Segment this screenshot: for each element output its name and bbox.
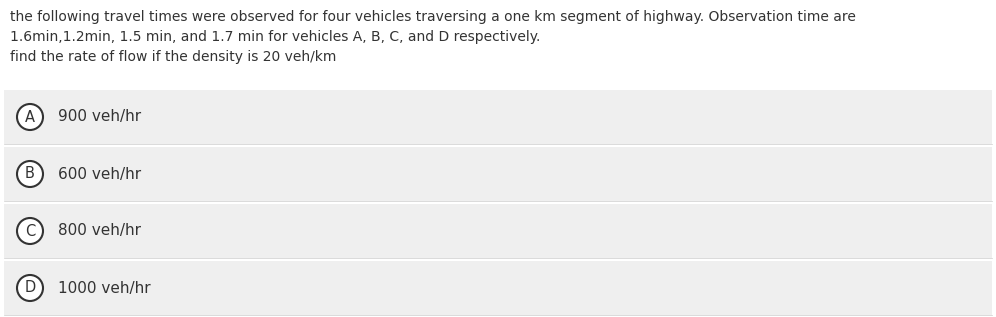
Text: 600 veh/hr: 600 veh/hr	[58, 166, 141, 182]
Circle shape	[17, 218, 43, 244]
Text: the following travel times were observed for four vehicles traversing a one km s: the following travel times were observed…	[10, 10, 856, 24]
Text: 900 veh/hr: 900 veh/hr	[58, 109, 141, 125]
Circle shape	[17, 275, 43, 301]
Bar	[4, 147, 992, 201]
Bar	[4, 90, 992, 144]
Bar	[4, 204, 992, 258]
Circle shape	[17, 104, 43, 130]
Text: find the rate of flow if the density is 20 veh/km: find the rate of flow if the density is …	[10, 50, 337, 64]
Text: B: B	[25, 166, 35, 182]
Text: C: C	[25, 223, 35, 238]
Circle shape	[17, 161, 43, 187]
Text: 1.6min,1.2min, 1.5 min, and 1.7 min for vehicles A, B, C, and D respectively.: 1.6min,1.2min, 1.5 min, and 1.7 min for …	[10, 30, 541, 44]
Text: D: D	[24, 281, 36, 295]
Text: 1000 veh/hr: 1000 veh/hr	[58, 281, 150, 295]
Bar	[4, 261, 992, 315]
Text: 800 veh/hr: 800 veh/hr	[58, 223, 141, 238]
Text: A: A	[25, 109, 35, 125]
